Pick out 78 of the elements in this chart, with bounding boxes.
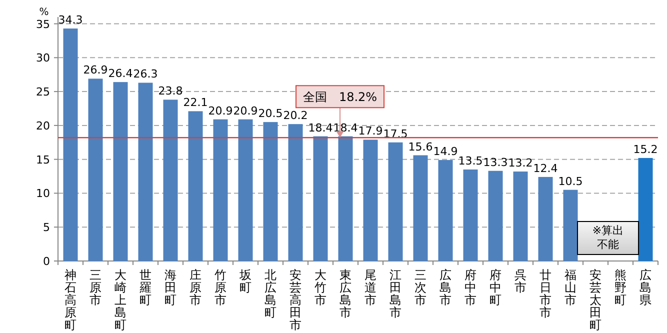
data-label: 20.2: [283, 109, 308, 122]
x-tick-label: 熊野町: [614, 268, 626, 307]
data-label: 18.4: [333, 121, 358, 134]
bar: [63, 28, 78, 261]
bar: [463, 170, 478, 261]
data-label: 13.2: [508, 156, 533, 170]
bar: [338, 136, 353, 261]
x-tick-label: 府中町: [490, 268, 502, 307]
bar: [238, 119, 253, 261]
x-tick-label: 広島県: [640, 268, 652, 307]
x-tick-label: 神石高原町: [64, 268, 76, 332]
ref-line-label: 全国 18.2%: [302, 90, 378, 104]
x-tick-label: 大崎上島町: [114, 268, 126, 332]
y-tick-label: 25: [36, 86, 50, 99]
data-label: 20.5: [258, 107, 283, 120]
data-label: 15.2: [633, 142, 658, 156]
bar: [563, 190, 578, 261]
y-tick-label: 5: [43, 221, 50, 234]
data-label: 14.9: [433, 145, 458, 158]
bar: [513, 172, 528, 261]
y-axis-title: %: [39, 7, 49, 18]
bar: [113, 82, 128, 261]
x-tick-label: 安芸太田町: [590, 268, 602, 332]
y-tick-label: 35: [36, 18, 50, 31]
bar: [138, 82, 153, 261]
x-tick-label: 安芸高田市: [290, 268, 302, 332]
bar: [638, 158, 653, 261]
bar: [388, 142, 403, 261]
annotation: ※算出不能: [577, 221, 639, 256]
data-label: 26.9: [83, 64, 108, 77]
bar: [188, 111, 203, 261]
data-label: 23.8: [158, 84, 183, 98]
x-tick-label: 庄原市: [190, 268, 202, 307]
x-tick-label: 廿日市市: [540, 268, 552, 320]
x-tick-label: 東広島市: [340, 268, 352, 320]
bar: [263, 122, 278, 261]
x-tick-label: 大竹市: [314, 268, 326, 307]
bar: [538, 176, 553, 261]
data-label: 13.5: [458, 154, 483, 168]
y-tick-label: 30: [36, 52, 50, 65]
data-label: 26.4: [108, 67, 133, 80]
y-tick-label: 10: [36, 187, 50, 200]
bar: [163, 100, 178, 261]
x-tick-label: 北広島町: [264, 268, 276, 320]
x-tick-label: 海田町: [164, 268, 176, 307]
data-label: 17.9: [358, 124, 383, 138]
y-tick-label: 15: [36, 153, 50, 166]
data-label: 15.6: [408, 140, 433, 154]
data-label: 22.1: [183, 96, 208, 110]
x-tick-label: 竹原市: [214, 268, 226, 307]
bar: [438, 160, 453, 261]
x-tick-label: 坂町: [238, 268, 252, 294]
bar: [413, 155, 428, 261]
x-tick-label: 世羅町: [140, 268, 152, 307]
y-tick-label: 20: [36, 119, 50, 132]
data-label: 34.3: [58, 14, 83, 27]
x-tick-label: 呉市: [514, 268, 526, 294]
data-label: 12.4: [533, 162, 558, 175]
bar: [213, 119, 228, 261]
bar: [288, 124, 303, 261]
data-label: 20.9: [233, 104, 258, 118]
x-tick-label: 三次市: [414, 268, 426, 307]
data-label: 18.4: [308, 121, 333, 134]
x-tick-label: 尾道市: [364, 268, 376, 307]
x-tick-label: 広島市: [440, 268, 452, 307]
x-tick-label: 府中市: [464, 268, 476, 307]
data-label: 20.9: [208, 104, 233, 118]
x-tick-label: 江田島市: [390, 268, 402, 320]
y-tick-label: 0: [43, 255, 50, 268]
data-label: 13.3: [483, 156, 508, 169]
bar: [488, 170, 503, 261]
data-label: 26.3: [133, 68, 158, 81]
x-tick-label: 三原市: [90, 268, 102, 307]
bar: [363, 140, 378, 261]
data-label: 10.5: [558, 174, 583, 188]
bar: [313, 136, 328, 261]
x-tick-label: 福山市: [564, 268, 576, 307]
bar: [88, 78, 103, 261]
